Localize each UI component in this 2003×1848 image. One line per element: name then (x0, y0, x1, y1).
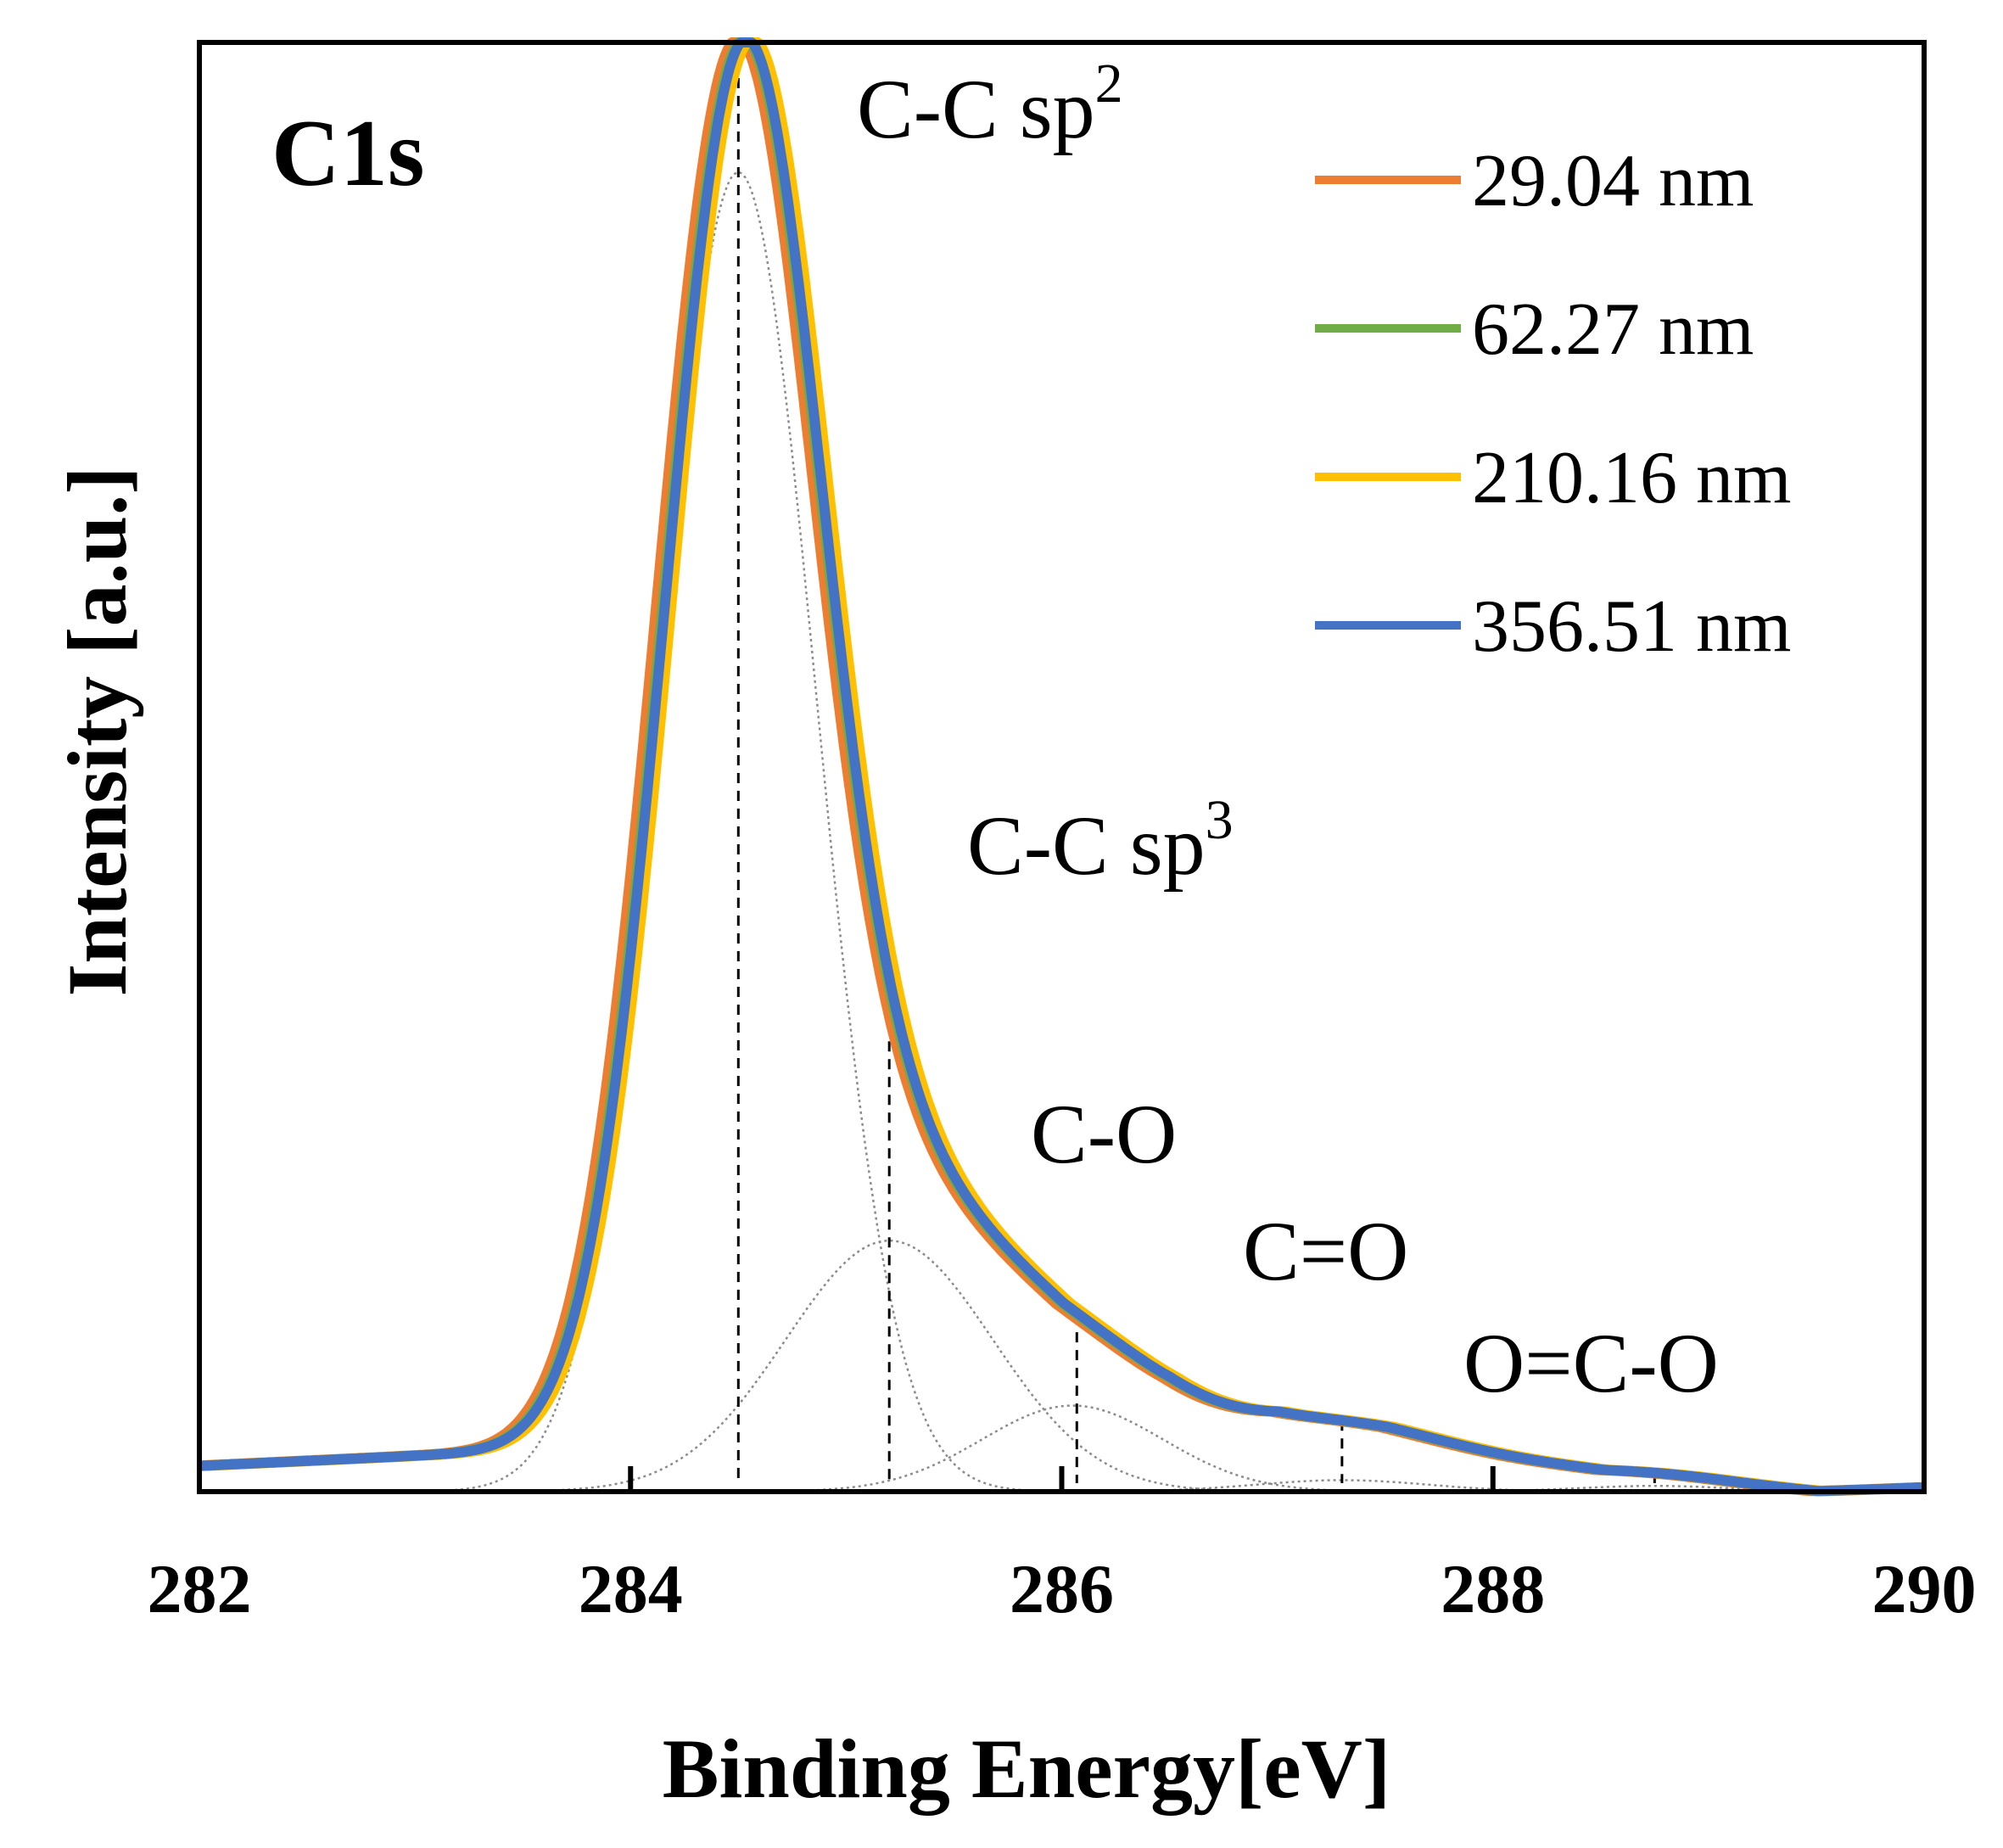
legend-label: 210.16 nm (1472, 437, 1791, 519)
peak-label: O=C-O (1463, 1316, 1719, 1410)
peak-label: C-C sp2 (857, 53, 1123, 156)
data-series (196, 37, 1927, 1497)
region-label: C1s (271, 101, 424, 206)
peak-markers (736, 42, 1656, 1483)
x-tick-label: 288 (1441, 1550, 1545, 1627)
plot-frame (197, 40, 1927, 1494)
x-tick-label: 284 (579, 1550, 683, 1627)
legend: 29.04 nm 62.27 nm 210.16 nm 356.51 nm (1315, 140, 1791, 668)
x-axis-title: Binding Energy[eV] (663, 1722, 1390, 1816)
x-tick-label: 282 (148, 1550, 252, 1627)
peak-labels: C-C sp2 C-C sp3 C-O C=O O=C-O (857, 53, 1719, 1410)
peak-label: C-O (1031, 1087, 1177, 1181)
x-tick-label: 290 (1872, 1550, 1977, 1627)
series-line-1 (196, 37, 1927, 1497)
legend-label: 62.27 nm (1472, 288, 1754, 371)
legend-label: 356.51 nm (1472, 585, 1791, 668)
x-axis: 282 284 286 288 290 (148, 1466, 1977, 1627)
series-line-3 (196, 37, 1927, 1497)
y-axis-title: Intensity [a.u.] (50, 466, 144, 996)
series-line-4 (196, 37, 1927, 1497)
peak-label: C=O (1243, 1204, 1408, 1298)
series-line-2 (196, 37, 1927, 1497)
x-tick-label: 286 (1010, 1550, 1114, 1627)
legend-label: 29.04 nm (1472, 140, 1754, 222)
peak-label: C-C sp3 (967, 789, 1234, 893)
